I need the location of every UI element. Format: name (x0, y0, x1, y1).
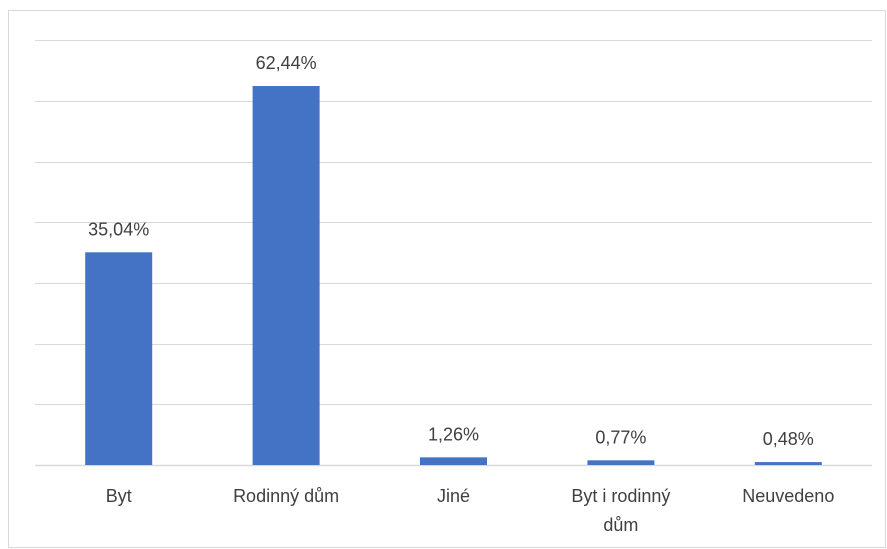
category-labels: Byt Rodinný dům Jiné Byt i rodinný dům Neuved… (106, 486, 835, 535)
category-label: dům (603, 515, 638, 535)
category-label: Neuvedeno (742, 486, 834, 506)
bar (587, 460, 655, 465)
category-label: Jiné (437, 486, 470, 506)
data-labels: 35,04% 62,44% 1,26% 0,77% 0,48% (88, 53, 814, 449)
category-label: Byt i rodinný (571, 486, 670, 506)
category-label: Rodinný dům (233, 486, 339, 506)
bar (754, 462, 822, 465)
bar (85, 252, 153, 465)
data-label: 0,77% (595, 427, 646, 447)
bars (85, 85, 822, 465)
category-label: Byt (106, 486, 132, 506)
data-label: 0,48% (763, 429, 814, 449)
data-label: 35,04% (88, 219, 149, 239)
bar (252, 85, 320, 465)
bar (420, 457, 487, 465)
data-label: 62,44% (256, 53, 317, 73)
gridlines (35, 40, 872, 467)
data-label: 1,26% (428, 424, 479, 444)
